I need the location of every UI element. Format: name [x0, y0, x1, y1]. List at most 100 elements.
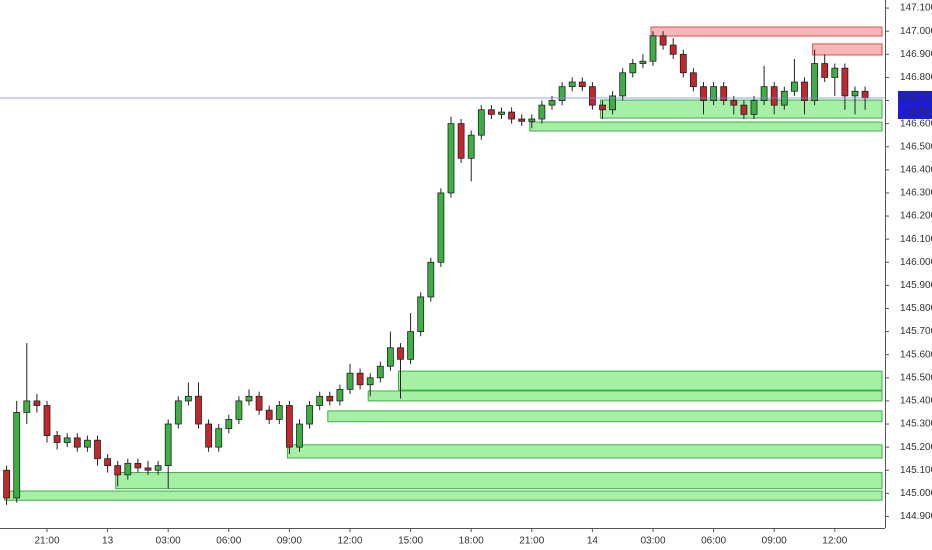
candle-body — [528, 118, 536, 122]
candle-body — [518, 118, 526, 122]
candle-body — [841, 67, 849, 97]
candle-body — [23, 400, 31, 413]
candle-body — [589, 86, 596, 106]
candle-body — [134, 462, 142, 469]
candle-body — [215, 428, 223, 448]
candle-body — [73, 437, 81, 448]
y-tick-label: 146.400 — [900, 164, 932, 175]
x-tick-label: 12:00 — [822, 536, 847, 547]
candle-body — [94, 439, 101, 460]
x-tick-label: 21:00 — [519, 536, 544, 547]
candle-body — [669, 44, 677, 55]
candle-body — [659, 35, 667, 46]
supply-zone — [812, 43, 883, 56]
demand-zone — [529, 121, 883, 132]
y-tick-label: 145.800 — [900, 303, 932, 314]
candle-body — [245, 395, 253, 402]
candle-body — [609, 95, 616, 111]
x-tick-label: 09:00 — [762, 536, 787, 547]
y-tick-label: 146.100 — [900, 234, 932, 245]
y-tick-label: 147.100 — [900, 3, 932, 14]
candle-body — [791, 81, 798, 92]
candle-body — [386, 347, 394, 367]
candle-body — [619, 72, 627, 97]
candle-body — [336, 388, 344, 402]
candle-body — [811, 63, 818, 101]
y-tick-label: 144.900 — [900, 511, 932, 522]
candle-body — [447, 123, 455, 194]
demand-zone — [327, 410, 883, 423]
countdown-box — [898, 104, 932, 119]
candle-body — [760, 86, 768, 101]
candle-body — [861, 90, 869, 99]
candle-body — [568, 81, 576, 88]
candle-body — [326, 395, 334, 402]
candle-body — [296, 423, 303, 448]
candle-body — [195, 395, 202, 425]
candle-body — [690, 72, 697, 88]
x-tick-label: 03:00 — [156, 536, 181, 547]
y-tick-label: 145.300 — [900, 419, 932, 430]
candle-body — [154, 465, 162, 471]
y-tick-label: 145.400 — [900, 396, 932, 407]
y-tick-label: 146.500 — [900, 141, 932, 152]
x-tick-label: 12:00 — [337, 536, 362, 547]
y-tick-label: 145.500 — [900, 372, 932, 383]
y-tick-label: 146.600 — [900, 118, 932, 129]
y-tick-label: 145.000 — [900, 488, 932, 499]
countdown-label: 13:52 — [906, 107, 931, 118]
y-tick-label: 146.200 — [900, 211, 932, 222]
candle-body — [306, 405, 314, 425]
x-tick-label: 06:00 — [701, 536, 726, 547]
candle-body — [467, 134, 475, 159]
candle-body — [487, 109, 495, 115]
y-tick-label: 146.800 — [900, 72, 932, 83]
candle-body — [53, 435, 61, 443]
candle-body — [730, 100, 738, 106]
candle-body — [43, 405, 51, 436]
candle-body — [104, 458, 111, 467]
candle-body — [376, 365, 384, 379]
demand-zone — [4, 490, 883, 501]
candle-body — [851, 90, 859, 97]
x-tick-label: 03:00 — [640, 536, 665, 547]
candle-body — [417, 296, 425, 332]
candle-body — [801, 81, 808, 101]
y-tick-label: 146.000 — [900, 257, 932, 268]
candle-body — [33, 400, 41, 406]
demand-zone — [286, 444, 883, 459]
candle-body — [285, 405, 293, 448]
candle-body — [84, 439, 91, 448]
candle-body — [710, 86, 717, 101]
demand-zone — [367, 390, 883, 402]
candle-body — [770, 86, 778, 106]
x-tick-label: 15:00 — [398, 536, 423, 547]
candle-body — [548, 100, 556, 106]
candle-body — [225, 418, 233, 430]
candle-body — [3, 469, 10, 499]
candle-body — [599, 104, 606, 111]
candle-body — [366, 377, 374, 386]
candle-body — [255, 395, 263, 411]
supply-zone — [650, 26, 883, 37]
candle-body — [437, 192, 445, 263]
demand-zone — [115, 472, 883, 490]
x-tick-label: 06:00 — [216, 536, 241, 547]
candle-body — [558, 86, 566, 101]
last-price-box — [898, 90, 932, 105]
y-tick-label: 145.200 — [900, 442, 932, 453]
last-price-label: 146.711 — [900, 93, 932, 104]
y-tick-label: 145.600 — [900, 349, 932, 360]
candle-body — [639, 60, 647, 64]
candle-body — [427, 261, 435, 298]
candle-body — [578, 81, 586, 88]
candle-body — [205, 423, 213, 448]
candle-body — [407, 331, 415, 360]
candle-body — [124, 462, 132, 476]
candle-body — [457, 123, 465, 159]
x-tick-label: 09:00 — [277, 536, 302, 547]
candle-body — [316, 395, 324, 406]
candle-body — [477, 109, 485, 136]
candle-body — [649, 35, 657, 62]
